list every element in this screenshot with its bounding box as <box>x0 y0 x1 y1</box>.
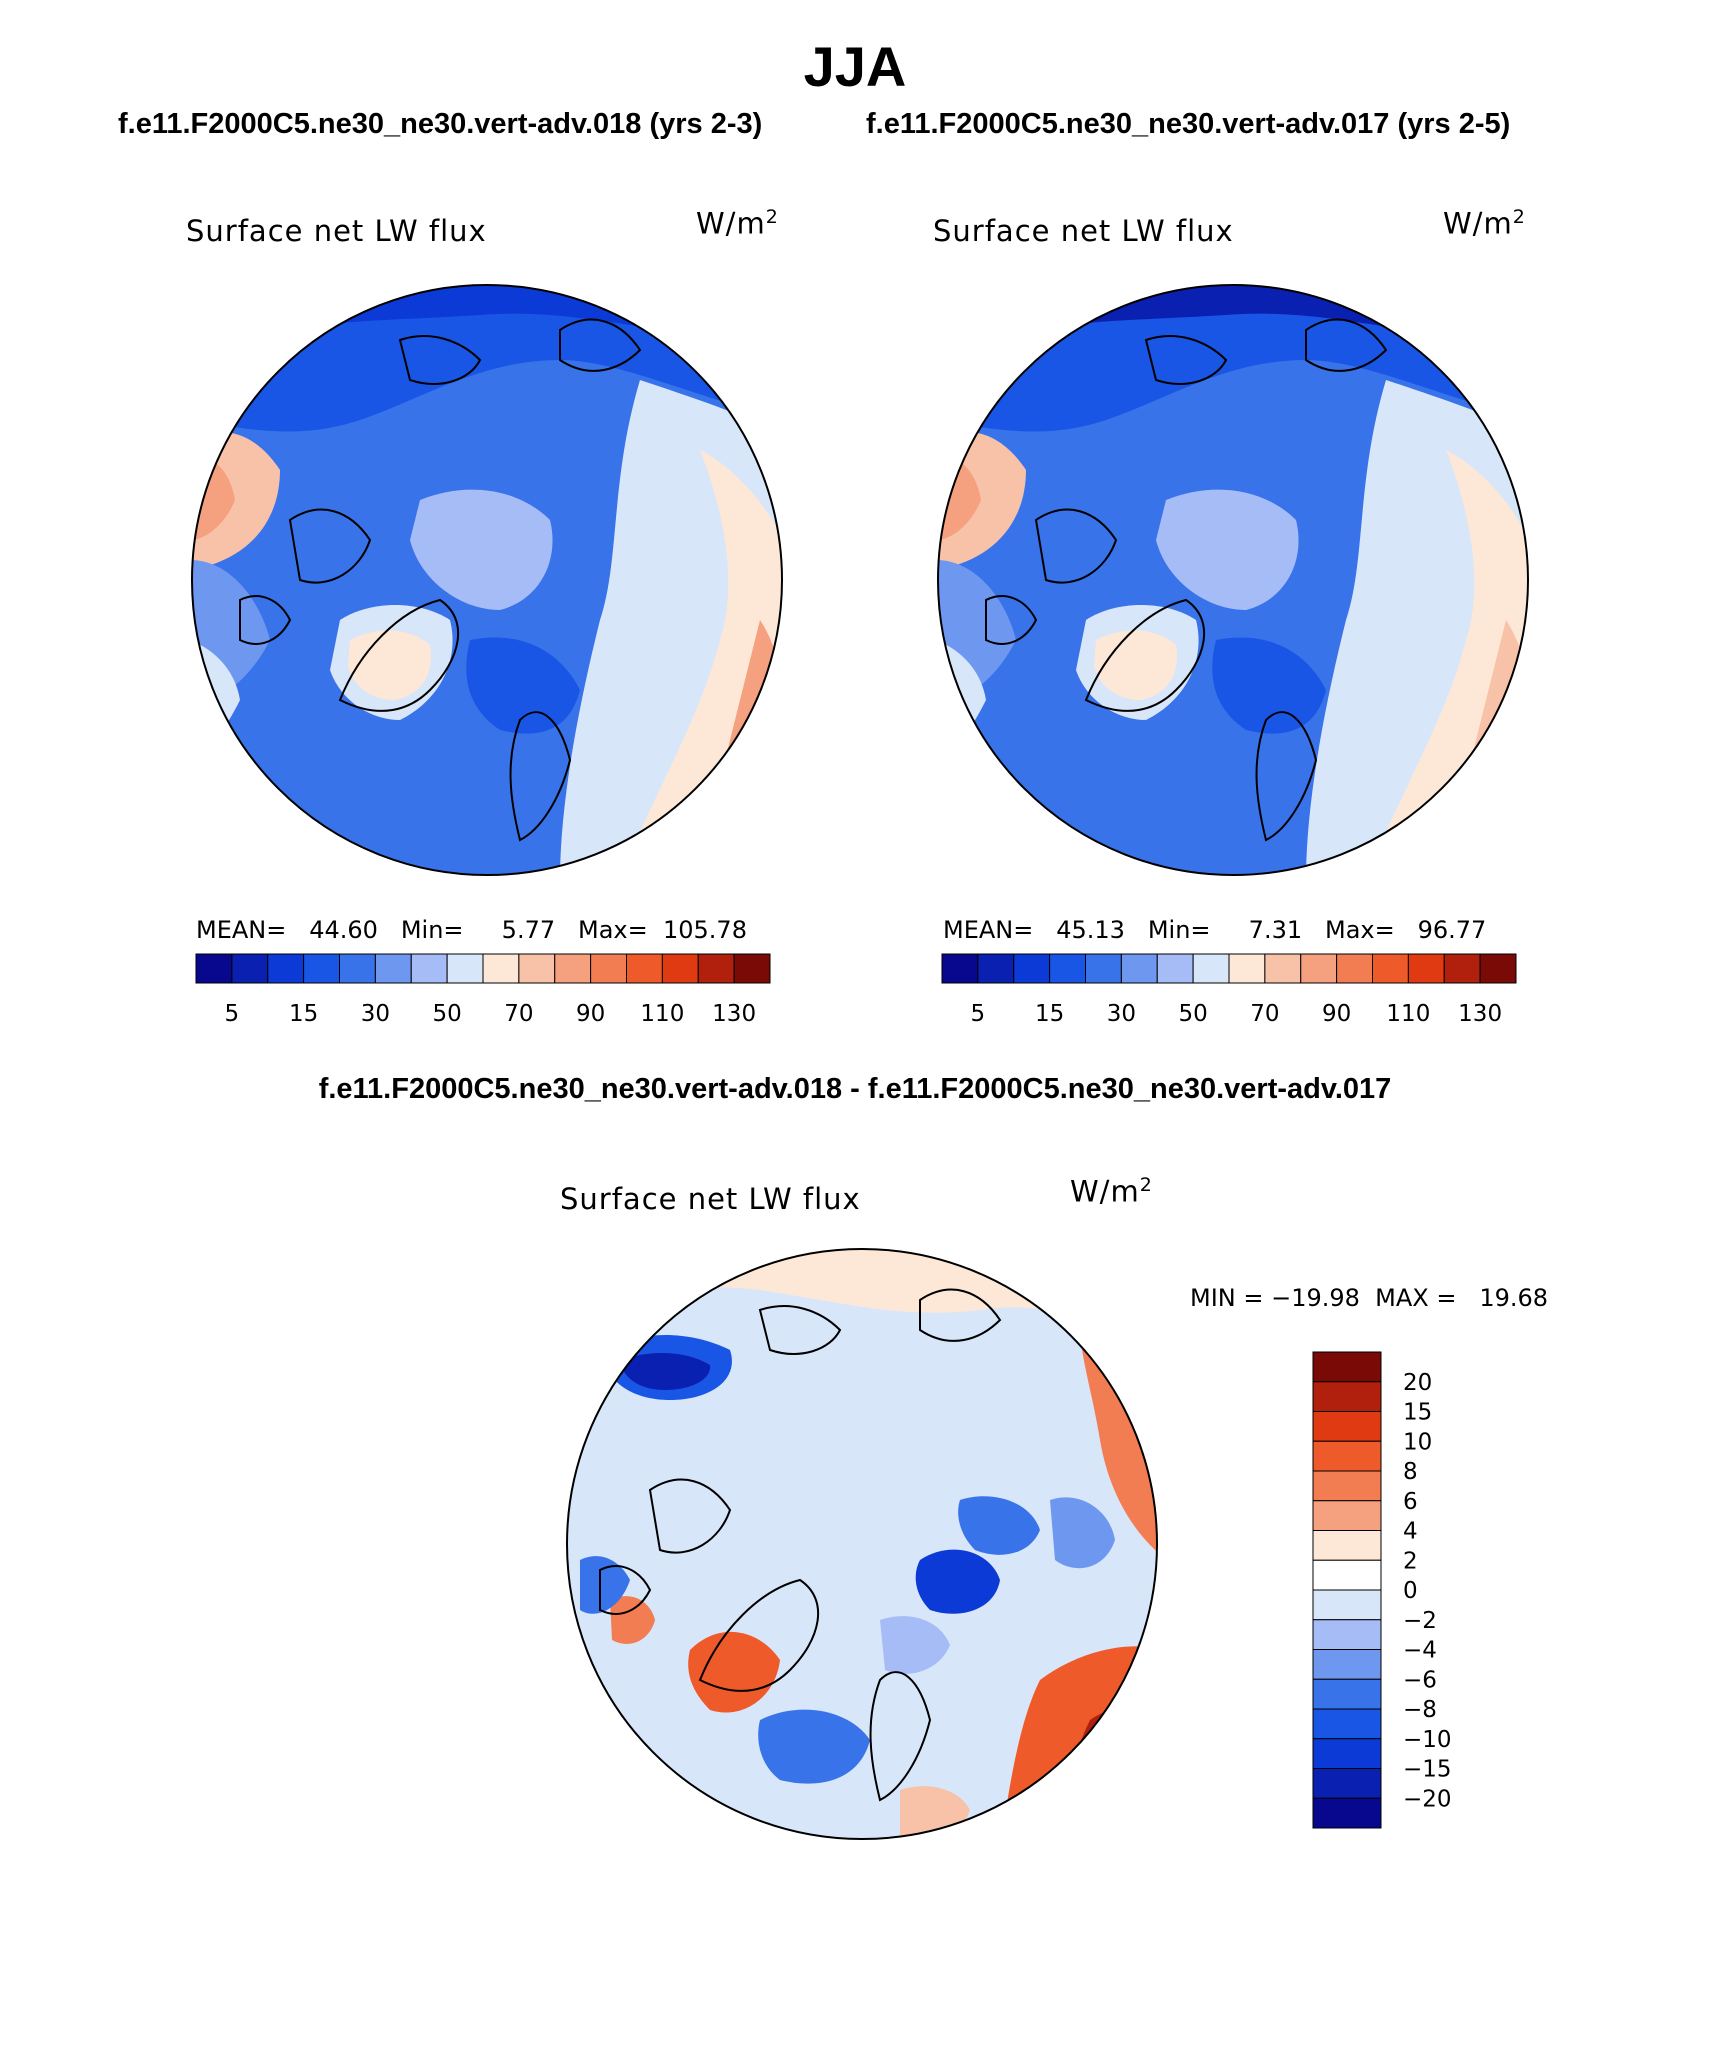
colorbar-swatch <box>1407 953 1445 984</box>
colorbar-tick-label: 70 <box>504 1001 533 1027</box>
colorbar-swatch <box>626 953 663 984</box>
colorbar-tick-label: 10 <box>1403 1429 1432 1455</box>
colorbar-tick-label: 8 <box>1403 1459 1418 1485</box>
colorbar-swatch <box>1264 953 1302 984</box>
colorbar-swatch <box>1013 953 1051 984</box>
colorbar-swatch <box>1312 1470 1382 1502</box>
colorbar-swatch <box>697 953 735 984</box>
colorbar-swatch <box>1312 1559 1382 1591</box>
colorbar-tick-label: 6 <box>1403 1489 1418 1515</box>
colorbar-swatch <box>195 953 233 984</box>
colorbar-tick-label: 15 <box>289 1001 318 1027</box>
right-units-label: W/m2 <box>1443 206 1526 241</box>
colorbar-swatch <box>518 953 556 984</box>
colorbar-swatch <box>661 953 699 984</box>
left-units-label: W/m2 <box>696 206 779 241</box>
colorbar-swatch <box>231 953 269 984</box>
colorbar-swatch <box>1312 1768 1382 1799</box>
colorbar-swatch <box>1312 1500 1382 1531</box>
colorbar-swatch <box>1372 953 1409 984</box>
colorbar-swatch <box>590 953 627 984</box>
colorbar-swatch <box>267 953 305 984</box>
colorbar-swatch <box>374 953 412 984</box>
colorbar-tick-label: 5 <box>971 1001 986 1027</box>
colorbar-tick-label: 50 <box>1178 1001 1207 1027</box>
diff-units-label: W/m2 <box>1070 1174 1153 1209</box>
colorbar-tick-label: 70 <box>1250 1001 1279 1027</box>
right-variable-label: Surface net LW flux <box>933 214 1234 248</box>
colorbar-swatch <box>1312 1411 1382 1442</box>
colorbar-swatch <box>941 953 979 984</box>
colorbar-tick-label: 90 <box>1322 1001 1351 1027</box>
colorbar-swatch <box>339 953 376 984</box>
left-variable-label: Surface net LW flux <box>186 214 487 248</box>
colorbar-swatch <box>1120 953 1158 984</box>
right-colorbar: 5 15 30 50 70 90 110 130 <box>941 953 1517 1027</box>
colorbar-swatch <box>1312 1440 1382 1472</box>
colorbar-tick-label: 15 <box>1403 1400 1432 1426</box>
colorbar-tick-label: −15 <box>1403 1757 1452 1783</box>
colorbar-tick-label: −4 <box>1403 1638 1437 1664</box>
colorbar-swatch <box>1312 1649 1382 1680</box>
colorbar-swatch <box>1300 953 1338 984</box>
colorbar-tick-label: −10 <box>1403 1727 1452 1753</box>
colorbar-swatch <box>977 953 1015 984</box>
colorbar-swatch <box>303 953 340 984</box>
colorbar-swatch <box>1336 953 1373 984</box>
colorbar-swatch <box>410 953 448 984</box>
colorbar-swatch <box>733 953 771 984</box>
colorbar-swatch <box>1049 953 1086 984</box>
colorbar-tick-label: 50 <box>432 1001 461 1027</box>
difference-title: f.e11.F2000C5.ne30_ne30.vert-adv.018 - f… <box>318 1073 1392 1105</box>
colorbar-tick-label: 0 <box>1403 1578 1418 1604</box>
colorbar-swatch <box>1312 1708 1382 1740</box>
right-polar-map <box>937 284 1529 876</box>
colorbar-swatch <box>1312 1678 1382 1710</box>
colorbar-tick-label: 4 <box>1403 1519 1418 1545</box>
colorbar-tick-label: −8 <box>1403 1697 1437 1723</box>
colorbar-tick-label: −2 <box>1403 1608 1437 1634</box>
diff-variable-label: Surface net LW flux <box>560 1182 861 1216</box>
colorbar-swatch <box>1312 1530 1382 1561</box>
colorbar-tick-label: 2 <box>1403 1548 1418 1574</box>
left-stats: MEAN= 44.60 Min= 5.77 Max= 105.78 <box>196 916 747 944</box>
diff-stats: MIN = −19.98 MAX = 19.68 <box>1190 1284 1549 1312</box>
colorbar-tick-label: 30 <box>361 1001 390 1027</box>
left-colorbar: 5 15 30 50 70 90 110 130 <box>195 953 771 1027</box>
colorbar-tick-label: 15 <box>1035 1001 1064 1027</box>
difference-polar-map <box>566 1248 1158 1840</box>
colorbar-tick-label: 30 <box>1107 1001 1136 1027</box>
colorbar-swatch <box>1085 953 1122 984</box>
colorbar-swatch <box>1479 953 1517 984</box>
colorbar-swatch <box>1312 1797 1382 1829</box>
colorbar-swatch <box>1312 1381 1382 1412</box>
colorbar-swatch <box>1312 1619 1382 1650</box>
colorbar-swatch <box>1156 953 1194 984</box>
right-stats: MEAN= 45.13 Min= 7.31 Max= 96.77 <box>943 916 1487 944</box>
colorbar-tick-label: 130 <box>712 1001 756 1027</box>
colorbar-tick-label: 5 <box>225 1001 240 1027</box>
colorbar-tick-label: 110 <box>640 1001 684 1027</box>
colorbar-swatch <box>482 953 520 984</box>
colorbar-tick-label: 130 <box>1458 1001 1502 1027</box>
colorbar-tick-label: 20 <box>1403 1370 1432 1396</box>
colorbar-swatch <box>1228 953 1266 984</box>
colorbar-tick-label: 110 <box>1386 1001 1430 1027</box>
colorbar-swatch <box>1443 953 1481 984</box>
colorbar-tick-label: −6 <box>1403 1667 1437 1693</box>
colorbar-swatch <box>1312 1351 1382 1383</box>
right-case-subtitle: f.e11.F2000C5.ne30_ne30.vert-adv.017 (yr… <box>866 108 1511 140</box>
colorbar-swatch <box>446 953 484 984</box>
colorbar-tick-label: 90 <box>576 1001 605 1027</box>
left-polar-map <box>191 284 783 876</box>
left-case-subtitle: f.e11.F2000C5.ne30_ne30.vert-adv.018 (yr… <box>118 108 763 140</box>
colorbar-swatch <box>1312 1589 1382 1621</box>
figure-title: JJA <box>803 35 907 98</box>
colorbar-tick-label: −20 <box>1403 1786 1452 1812</box>
colorbar-swatch <box>554 953 592 984</box>
colorbar-swatch <box>1312 1738 1382 1769</box>
colorbar-swatch <box>1192 953 1230 984</box>
